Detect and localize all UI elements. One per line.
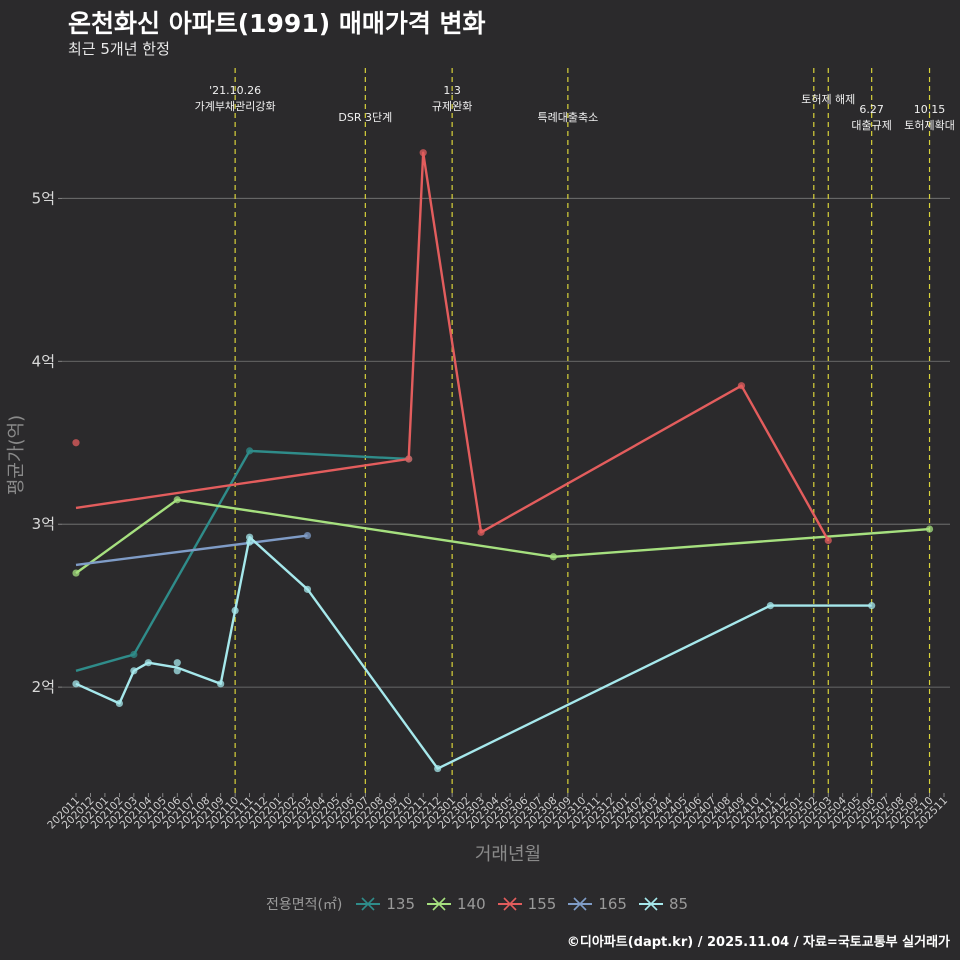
legend-item-135: 135 bbox=[356, 895, 415, 913]
data-point-155 bbox=[477, 528, 485, 536]
data-point-140 bbox=[925, 525, 934, 533]
data-point-140 bbox=[72, 569, 80, 577]
data-point-140 bbox=[173, 496, 181, 504]
event-annotation: 토허제확대 bbox=[904, 119, 955, 132]
y-tick-label: 2억 bbox=[32, 678, 55, 696]
data-point-135 bbox=[130, 650, 138, 659]
legend-item-165: 165 bbox=[568, 895, 627, 913]
series-line-165 bbox=[75, 534, 308, 567]
data-point-85 bbox=[231, 606, 239, 615]
data-point-85 bbox=[303, 585, 312, 593]
legend-item-140: 140 bbox=[427, 895, 486, 913]
legend-item-155: 155 bbox=[497, 895, 557, 913]
data-point-85 bbox=[173, 659, 181, 667]
data-point-85 bbox=[868, 602, 876, 610]
legend-label-135: 135 bbox=[386, 895, 416, 913]
data-point-85 bbox=[217, 680, 225, 688]
event-annotation: 10.15 bbox=[914, 103, 946, 116]
event-annotation: 토허제 해제 bbox=[801, 92, 855, 106]
chart-title: 온천화신 아파트(1991) 매매가격 변화 bbox=[68, 9, 486, 38]
data-point-85 bbox=[246, 538, 254, 546]
event-annotation: DSR 3단계 bbox=[338, 111, 392, 124]
legend-label-85: 85 bbox=[668, 895, 689, 913]
y-axis-label: 평균가(억) bbox=[6, 415, 27, 495]
legend-swatch-135 bbox=[356, 897, 381, 911]
data-point-155 bbox=[419, 149, 427, 157]
legend-swatch-155 bbox=[497, 897, 522, 911]
data-point-85 bbox=[130, 667, 138, 675]
series-line-140 bbox=[75, 498, 930, 575]
event-annotation: 특례대출축소 bbox=[537, 111, 598, 124]
footer-credit: ©디아파트(dapt.kr) / 2025.11.04 / 자료=국토교통부 실… bbox=[566, 935, 950, 950]
y-tick-label: 3억 bbox=[32, 515, 55, 533]
event-annotation: 6.27 bbox=[859, 103, 884, 116]
chart-subtitle: 최근 5개년 한정 bbox=[68, 40, 170, 58]
data-point-85 bbox=[115, 699, 123, 707]
series-line-155 bbox=[75, 151, 830, 542]
legend-label-155: 155 bbox=[527, 895, 557, 913]
data-point-85 bbox=[72, 680, 80, 688]
y-tick-label: 5억 bbox=[32, 189, 55, 207]
event-annotation: 대출규제 bbox=[851, 119, 891, 132]
legend-swatch-165 bbox=[568, 897, 593, 911]
event-annotation: 가계부채관리강화 bbox=[195, 100, 276, 113]
data-point-155 bbox=[737, 382, 746, 390]
event-annotation: 규제완화 bbox=[432, 100, 472, 113]
data-point-85 bbox=[434, 764, 442, 773]
series-line-135 bbox=[75, 449, 409, 672]
data-point-155 bbox=[72, 439, 80, 447]
data-point-165 bbox=[303, 531, 312, 540]
series-line-85 bbox=[75, 536, 872, 770]
data-point-155 bbox=[824, 536, 832, 545]
event-annotation: '21.10.26 bbox=[209, 84, 261, 97]
legend-swatch-85 bbox=[638, 897, 663, 911]
data-point-135 bbox=[246, 447, 254, 455]
data-point-85 bbox=[144, 659, 152, 667]
data-point-85 bbox=[173, 667, 181, 675]
event-annotation: 1.3 bbox=[443, 84, 461, 97]
legend-label-165: 165 bbox=[598, 895, 627, 913]
data-point-140 bbox=[549, 553, 558, 561]
legend-label-140: 140 bbox=[457, 895, 486, 913]
legend: 전용면적(㎡) 135 140 155 165 85 bbox=[0, 894, 960, 914]
legend-swatch-140 bbox=[427, 897, 452, 911]
data-point-155 bbox=[405, 455, 413, 463]
x-axis-label: 거래년월 bbox=[475, 844, 541, 865]
data-point-85 bbox=[766, 602, 775, 610]
legend-title: 전용면적(㎡) bbox=[265, 897, 343, 913]
legend-item-85: 85 bbox=[638, 895, 689, 913]
y-tick-label: 4억 bbox=[32, 352, 55, 370]
